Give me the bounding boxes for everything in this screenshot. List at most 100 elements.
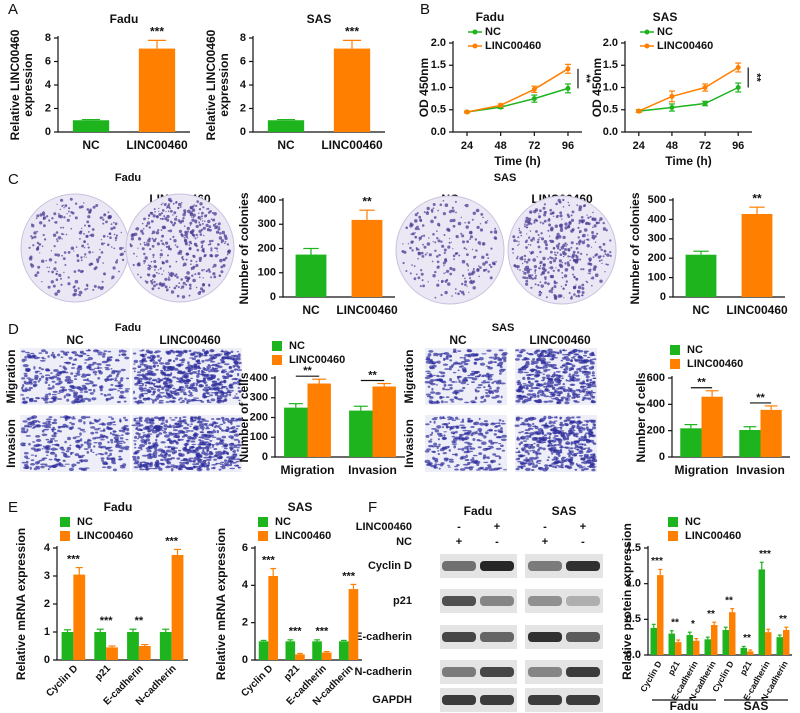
colony xyxy=(176,201,178,203)
legend-label: NC xyxy=(687,344,703,356)
colony xyxy=(191,217,192,218)
colony xyxy=(403,262,405,264)
colony xyxy=(113,266,116,269)
cell xyxy=(536,349,540,351)
cell xyxy=(566,358,570,361)
cell xyxy=(197,366,200,368)
colony xyxy=(482,217,484,219)
bar xyxy=(723,630,729,655)
colony xyxy=(578,243,580,245)
cell xyxy=(76,462,80,464)
cell xyxy=(498,425,501,427)
cell xyxy=(153,390,156,393)
cell xyxy=(24,381,27,384)
cell xyxy=(553,431,557,434)
colony xyxy=(530,230,532,232)
colony xyxy=(440,204,443,207)
colony xyxy=(578,295,581,298)
colony xyxy=(421,252,424,255)
colony xyxy=(124,251,126,253)
cell xyxy=(74,398,79,401)
colony xyxy=(480,223,481,224)
colony xyxy=(192,206,193,207)
colony xyxy=(463,293,465,295)
axis xyxy=(453,41,582,132)
colony xyxy=(63,272,64,273)
significance: *** xyxy=(759,549,771,560)
colony xyxy=(193,234,195,236)
colony xyxy=(466,253,469,256)
colony xyxy=(54,292,58,296)
cell xyxy=(54,432,58,434)
cell xyxy=(520,424,523,426)
cell xyxy=(106,361,109,363)
cell xyxy=(205,420,209,422)
significance: ** xyxy=(362,194,372,208)
cell xyxy=(200,447,206,449)
cell xyxy=(63,460,66,462)
point xyxy=(532,87,537,92)
cell xyxy=(107,441,109,443)
cell xyxy=(153,365,155,367)
colony xyxy=(537,239,539,241)
colony xyxy=(116,259,118,261)
cell xyxy=(553,437,557,439)
cell xyxy=(229,393,231,396)
colony xyxy=(582,268,584,270)
colony xyxy=(173,211,176,214)
colony xyxy=(416,247,417,248)
colony xyxy=(569,256,571,258)
cell xyxy=(196,352,201,355)
cell xyxy=(552,394,556,396)
colony xyxy=(166,246,168,248)
colony xyxy=(434,271,436,273)
colony xyxy=(534,265,537,268)
cell xyxy=(516,438,520,441)
cell xyxy=(179,386,183,388)
colony xyxy=(583,204,586,207)
cell xyxy=(149,366,152,367)
cell xyxy=(36,424,41,427)
x-tick-label: 48 xyxy=(666,140,678,152)
colony xyxy=(549,236,550,237)
condition-label: NC xyxy=(396,536,412,548)
cell xyxy=(140,354,144,357)
cell xyxy=(205,384,208,386)
colony xyxy=(192,255,194,257)
colony xyxy=(187,237,188,238)
colony xyxy=(137,274,139,276)
bar xyxy=(62,632,74,660)
cell xyxy=(454,469,459,471)
colony xyxy=(466,263,468,265)
colony xyxy=(173,239,176,242)
significance: ** xyxy=(135,615,144,627)
bar xyxy=(284,408,307,457)
cell xyxy=(431,428,437,430)
blot-band xyxy=(566,632,600,642)
cell xyxy=(437,378,443,381)
cell xyxy=(93,389,95,393)
colony xyxy=(541,237,544,240)
cell xyxy=(37,448,42,451)
cell xyxy=(574,401,580,403)
colony xyxy=(111,223,113,225)
cell xyxy=(457,350,461,352)
colony xyxy=(539,237,540,238)
colony xyxy=(436,230,438,232)
cell xyxy=(121,354,126,356)
cell xyxy=(178,450,181,452)
colony xyxy=(228,249,231,252)
cell xyxy=(180,431,185,434)
cell xyxy=(530,397,532,399)
colony xyxy=(461,283,463,285)
colony xyxy=(176,216,178,218)
cell xyxy=(443,375,446,377)
cell xyxy=(45,401,49,403)
colony xyxy=(445,258,446,259)
cell xyxy=(21,427,25,430)
blot-band xyxy=(528,632,562,642)
colony xyxy=(173,203,175,205)
cell xyxy=(465,459,470,461)
cell xyxy=(437,450,439,452)
cell xyxy=(442,387,445,390)
